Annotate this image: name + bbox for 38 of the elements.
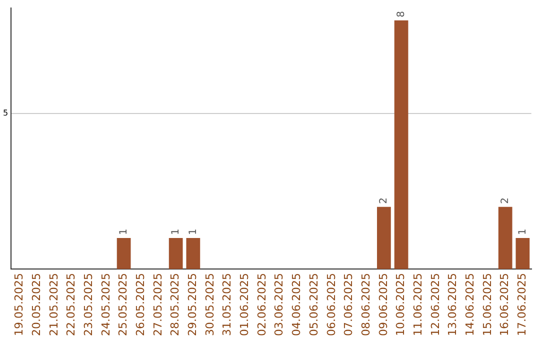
x-tick-label: 13.06.2025 (446, 273, 460, 336)
x-tick-label: 03.06.2025 (272, 273, 286, 336)
data-label: 2 (500, 197, 511, 204)
x-tick-label: 21.05.2025 (47, 273, 60, 336)
x-tick-label: 22.05.2025 (64, 273, 78, 336)
data-label: 1 (118, 228, 130, 235)
data-label: 8 (396, 11, 407, 18)
x-tick-label: 04.06.2025 (290, 273, 304, 336)
x-tick-label: 17.06.2025 (516, 273, 529, 336)
x-tick-label: 28.05.2025 (168, 273, 182, 336)
data-label: 2 (378, 197, 390, 204)
x-tick-label: 05.06.2025 (307, 273, 320, 336)
data-label: 1 (188, 228, 199, 235)
x-tick-label: 26.05.2025 (134, 273, 148, 336)
x-tick-label: 19.05.2025 (12, 273, 26, 336)
x-tick-label: 06.06.2025 (324, 273, 338, 336)
x-tick-label: 29.05.2025 (186, 273, 200, 336)
x-tick-label: 01.06.2025 (238, 273, 252, 336)
x-tick-label: 30.05.2025 (203, 273, 216, 336)
x-tick-label: 11.06.2025 (411, 273, 424, 336)
x-tick-label: 12.06.2025 (428, 273, 442, 336)
x-tick-label: 08.06.2025 (359, 273, 372, 336)
x-tick-label: 23.05.2025 (82, 273, 95, 336)
x-tick-label: 07.06.2025 (342, 273, 356, 336)
x-tick-label: 15.06.2025 (480, 273, 494, 336)
x-tick-label: 25.05.2025 (116, 273, 130, 336)
data-label: 1 (170, 228, 182, 235)
data-label: 1 (517, 228, 528, 235)
x-tick-label: 16.06.2025 (498, 273, 512, 336)
y-tick-label: 5 (2, 108, 8, 118)
x-tick-label: 09.06.2025 (376, 273, 390, 336)
x-tick-label: 02.06.2025 (255, 273, 268, 336)
x-tick-label: 20.05.2025 (30, 273, 43, 336)
x-tick-label: 14.06.2025 (464, 273, 476, 336)
x-tick-label: 27.05.2025 (151, 273, 164, 336)
x-tick-label: 31.05.2025 (220, 273, 234, 336)
x-tick-label: 10.06.2025 (394, 273, 408, 336)
x-tick-label: 24.05.2025 (99, 273, 112, 336)
